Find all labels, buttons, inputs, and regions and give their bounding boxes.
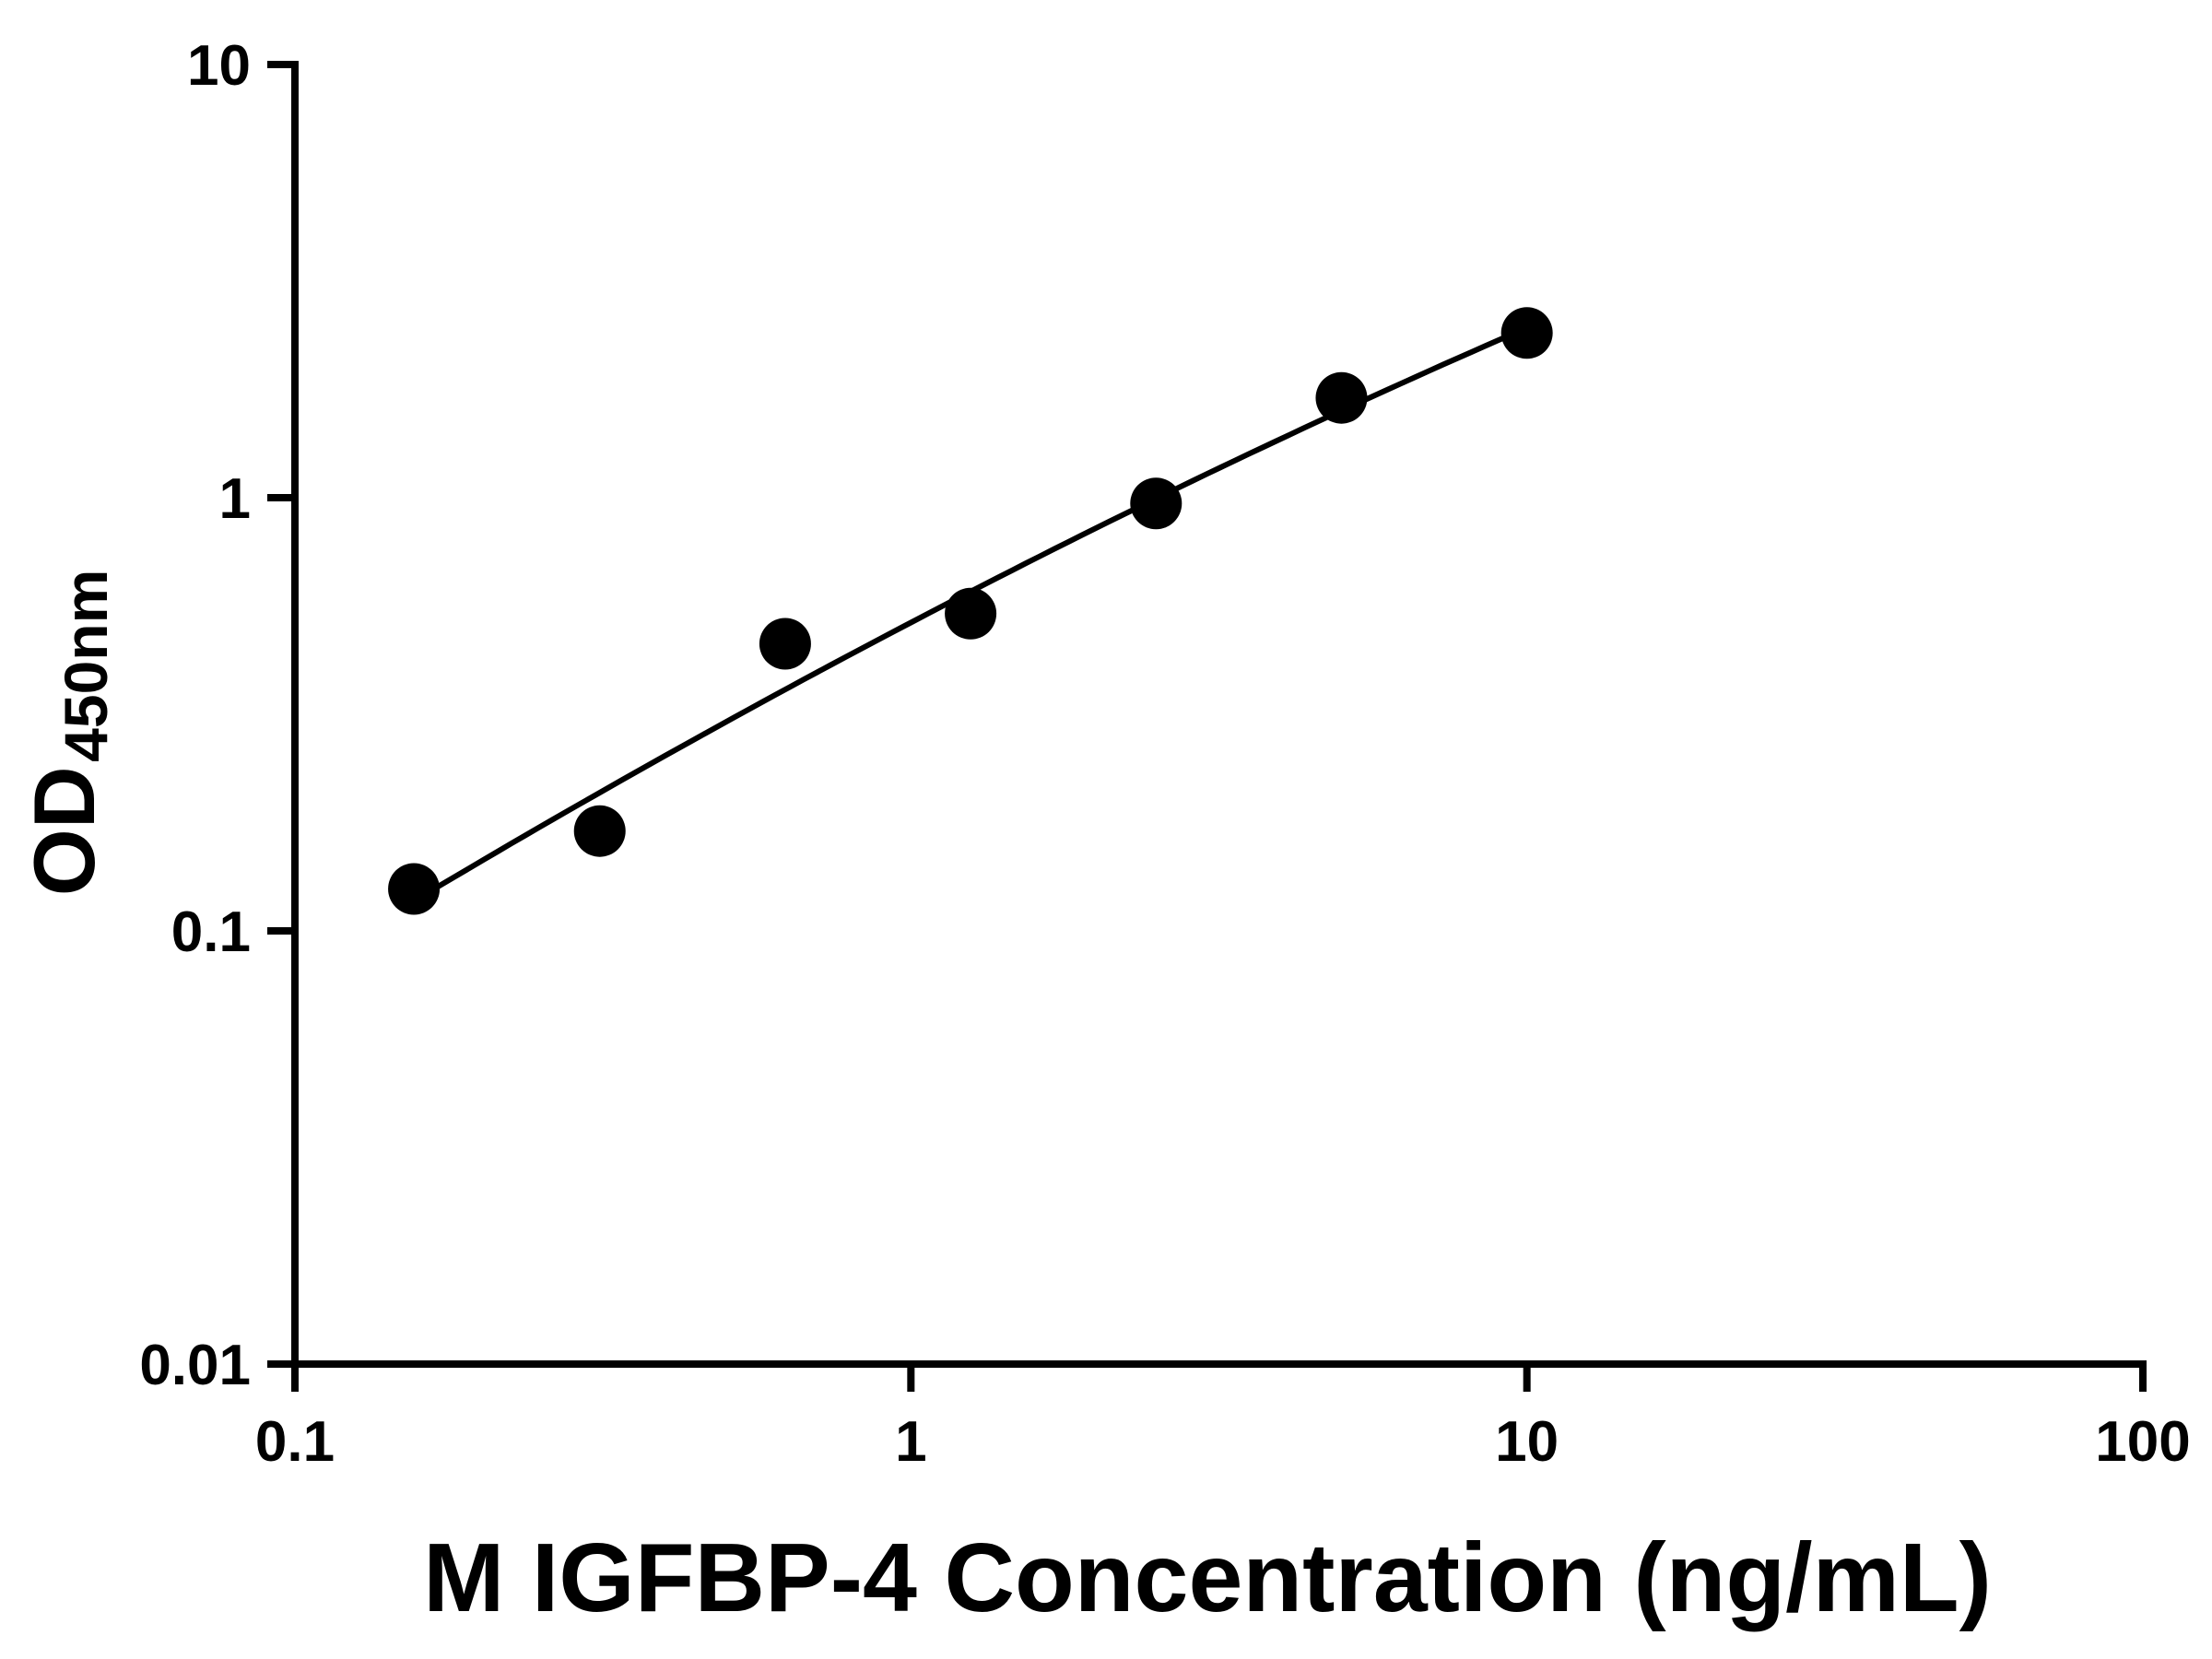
x-axis-tick-label: 100 <box>2095 1410 2190 1474</box>
x-axis-title: M IGFBP-4 Concentration (ng/mL) <box>423 1524 1992 1632</box>
x-axis-tick-label: 10 <box>1495 1410 1559 1474</box>
y-axis-tick-label: 10 <box>187 34 251 98</box>
x-axis-tick-label: 1 <box>895 1410 926 1474</box>
y-axis-title: OD 450nm <box>16 570 120 897</box>
data-point <box>573 805 626 857</box>
y-axis-tick-label: 1 <box>219 467 251 531</box>
y-axis-tick-label: 0.1 <box>171 900 251 964</box>
y-axis-title-sub: 450nm <box>52 570 120 762</box>
y-axis-title-main: OD <box>16 766 112 896</box>
data-point <box>1500 307 1553 359</box>
data-point <box>388 863 441 915</box>
data-point <box>1130 477 1182 530</box>
data-point <box>759 618 811 670</box>
data-point <box>945 587 997 640</box>
svg-text:OD 450nm: OD 450nm <box>16 570 120 897</box>
y-axis-tick-label: 0.01 <box>139 1334 251 1397</box>
data-point <box>1315 371 1368 424</box>
x-axis-tick-label: 0.1 <box>255 1410 335 1474</box>
